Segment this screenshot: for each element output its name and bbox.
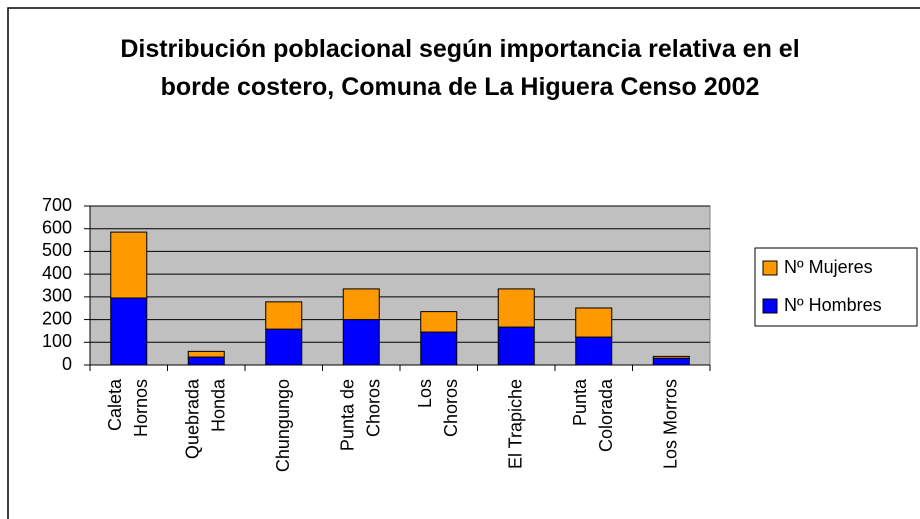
x-tick-label: Los Morros xyxy=(660,379,680,469)
x-tick-label: Chungungo xyxy=(273,379,293,472)
bar-segment xyxy=(187,356,225,366)
y-tick-label: 0 xyxy=(62,354,72,374)
y-tick-label: 200 xyxy=(42,308,72,328)
bar-segment xyxy=(420,331,458,366)
bar-segment xyxy=(497,288,535,328)
y-tick-label: 400 xyxy=(42,263,72,283)
bar-segment xyxy=(187,350,225,358)
x-tick-label: Caleta Hornos xyxy=(105,378,151,437)
bar-segment xyxy=(342,319,380,366)
x-tick-label: Los Choros xyxy=(415,379,461,437)
bar-segment xyxy=(265,301,303,330)
x-tick-label: Punta Colorada xyxy=(570,378,616,452)
bar-segment xyxy=(575,336,613,366)
bar-segment xyxy=(342,288,380,321)
y-tick-label: 100 xyxy=(42,331,72,351)
y-tick-label: 700 xyxy=(42,195,72,215)
legend-label: Nº Hombres xyxy=(784,295,882,315)
bar-segment xyxy=(575,307,613,338)
legend-swatch xyxy=(762,260,778,276)
chart-title: Distribución poblacional según importanc… xyxy=(120,35,800,101)
legend-swatch xyxy=(762,298,778,314)
x-tick-label: Quebrada Honda xyxy=(182,378,228,459)
bar-segment xyxy=(110,231,148,299)
y-tick-label: 600 xyxy=(42,217,72,237)
x-tick-label: El Trapiche xyxy=(505,379,525,469)
legend-label: Nº Mujeres xyxy=(784,257,873,277)
y-tick-label: 500 xyxy=(42,240,72,260)
plot-area xyxy=(89,205,711,366)
bar-segment xyxy=(265,328,303,366)
bar-segment xyxy=(110,297,148,366)
bar-segment xyxy=(420,311,458,333)
bar-segment xyxy=(652,355,690,359)
bar-segment xyxy=(652,357,690,366)
bar-segment xyxy=(497,326,535,366)
legend-box xyxy=(754,247,918,327)
x-tick-label: Punta de Choros xyxy=(337,379,383,451)
y-tick-label: 300 xyxy=(42,286,72,306)
